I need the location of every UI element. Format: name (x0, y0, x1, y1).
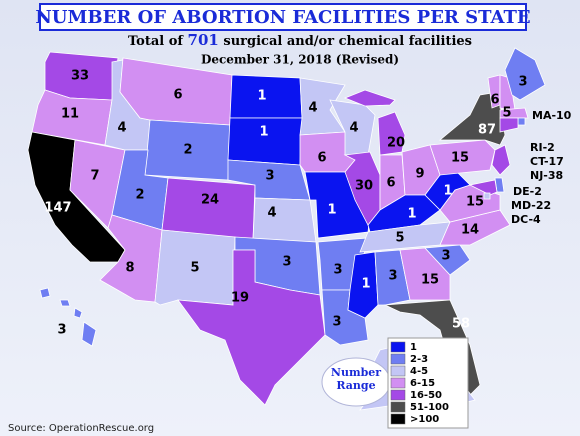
legend-label: 4-5 (410, 366, 428, 377)
state-label: 4 (308, 101, 317, 116)
state-label: 5 (395, 231, 404, 246)
state (399, 247, 451, 301)
state (374, 249, 411, 306)
subtitle: Total of 701 surgical and/or chemical fa… (128, 31, 472, 49)
state-label: 1 (257, 89, 266, 104)
state-label: 3 (265, 169, 274, 184)
state-label: 8 (125, 261, 134, 276)
legend-label: 2-3 (410, 354, 428, 365)
state-label: 15 (421, 273, 439, 288)
state-callout: MD-22 (511, 199, 551, 212)
state-label: 19 (231, 291, 249, 306)
state-label: 2 (183, 143, 192, 158)
state-label: 3 (441, 249, 450, 264)
state-label: 7 (90, 169, 99, 184)
state-label: 1 (259, 125, 268, 140)
state-label: 6 (386, 176, 395, 191)
legend-swatch (390, 341, 406, 353)
title: NUMBER OF ABORTION FACILITIES PER STATE (35, 7, 530, 28)
state-label: 30 (355, 179, 373, 194)
state (252, 197, 317, 243)
state-label: 2 (135, 188, 144, 203)
state-callout: RI-2 (530, 141, 555, 154)
legend-label: 51-100 (410, 402, 449, 413)
state-label: 3 (518, 75, 527, 90)
state-label: 11 (61, 107, 79, 122)
legend-swatch (390, 401, 406, 413)
subtitle-after: surgical and/or chemical facilities (223, 34, 472, 49)
state (343, 89, 406, 156)
state-label: 6 (490, 93, 499, 108)
state-label: 147 (44, 201, 71, 216)
state (177, 249, 326, 406)
state-label: 4 (117, 121, 126, 136)
state-label: 5 (502, 106, 511, 121)
state-label: 3 (333, 263, 342, 278)
state-label: 58 (452, 317, 470, 332)
state (517, 117, 526, 126)
legend-swatch (390, 377, 406, 389)
legend-label: 6-15 (410, 378, 435, 389)
state-label: 14 (461, 223, 479, 238)
state-callout: DC-4 (511, 213, 541, 226)
state-callout: MA-10 (532, 109, 572, 122)
state-label: 6 (317, 151, 326, 166)
state-label: 1 (407, 207, 416, 222)
state (499, 117, 519, 133)
state (161, 177, 256, 241)
legend-label: 1 (410, 342, 417, 353)
state-callout: CT-17 (530, 155, 564, 168)
state-label: 1 (443, 184, 452, 199)
state (483, 192, 491, 200)
state-label: 15 (451, 151, 469, 166)
state-label: 20 (387, 136, 405, 151)
state-label: 3 (57, 323, 66, 338)
state-label: 87 (478, 123, 496, 138)
state (424, 244, 471, 276)
state (429, 139, 496, 176)
state-label: 3 (388, 269, 397, 284)
state-label: 3 (282, 255, 291, 270)
state-label: 4 (267, 206, 276, 221)
legend-swatch (390, 353, 406, 365)
state-label: 33 (71, 69, 89, 84)
state-label: 1 (361, 277, 370, 292)
source: Source: OperationRescue.org (8, 423, 154, 434)
state-label: 1 (327, 203, 336, 218)
state-label: 9 (415, 167, 424, 182)
state-callout: NJ-38 (530, 169, 563, 182)
state (504, 47, 546, 101)
state-label: 5 (190, 261, 199, 276)
state-label: 3 (332, 315, 341, 330)
legend-label: 16-50 (410, 390, 442, 401)
state (39, 287, 97, 347)
state (468, 179, 498, 196)
state (499, 107, 529, 119)
legend-label: >100 (410, 414, 439, 425)
date: December 31, 2018 (Revised) (201, 53, 399, 67)
state (491, 144, 511, 176)
state-label: 4 (349, 121, 358, 136)
state-callout: DE-2 (513, 185, 542, 198)
state-label: 24 (201, 193, 219, 208)
state-label: 15 (466, 195, 484, 210)
subtitle-total: 701 (188, 31, 219, 49)
subtitle-before: Total of (128, 34, 184, 49)
legend-swatch (390, 413, 406, 425)
title-box (39, 3, 527, 31)
legend-swatch (390, 365, 406, 377)
legend-swatch (390, 389, 406, 401)
state-label: 6 (173, 88, 182, 103)
legend-title: Number Range (331, 366, 381, 392)
